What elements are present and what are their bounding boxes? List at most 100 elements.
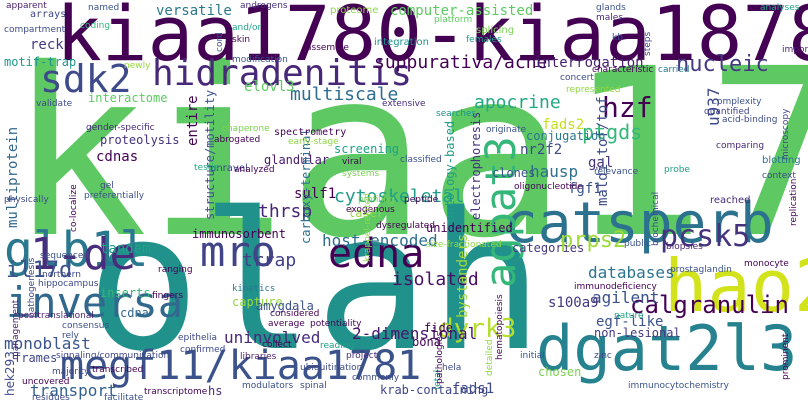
word: fingers — [152, 291, 184, 301]
word: coding — [80, 21, 111, 31]
word: hausp — [530, 162, 579, 181]
word: uncovered — [22, 377, 70, 387]
word: trrap — [242, 250, 297, 271]
word: glands — [596, 3, 626, 13]
word: hippocampus — [38, 279, 99, 289]
word: kb — [612, 33, 623, 43]
word: prps2 — [560, 228, 627, 253]
word: epithelia — [178, 333, 218, 343]
word: skin — [232, 35, 251, 45]
word: multiscale — [290, 84, 399, 105]
word: concert — [560, 73, 594, 83]
word: multiprotein — [5, 126, 21, 228]
word: size-fractionated — [426, 240, 502, 250]
word: transport — [30, 381, 117, 400]
word: posttranslational — [18, 311, 94, 321]
word: oligonucleotide — [514, 182, 583, 192]
word: signaling/communication — [56, 351, 170, 361]
word: edna — [328, 231, 425, 277]
word: cdnas — [96, 149, 139, 165]
word: potentiality — [310, 319, 362, 329]
word: cytoskeletal — [334, 186, 465, 207]
word: biopsies — [666, 242, 703, 252]
word: kiaa1780-kiaa1878 — [56, 0, 808, 78]
word: systems — [342, 169, 380, 179]
word: 2-dimensional — [352, 324, 478, 343]
word: monocyte — [744, 259, 789, 269]
word: inversa — [6, 278, 184, 327]
word: testis — [194, 163, 219, 173]
word: profiling — [358, 195, 395, 205]
word: public — [624, 239, 652, 249]
word: nature — [614, 311, 644, 321]
word: spectrometry — [274, 127, 347, 138]
word: amygdala — [256, 299, 314, 313]
word: prominent — [781, 333, 791, 380]
word: glb1l — [4, 222, 149, 278]
word: residues — [32, 393, 70, 403]
word: prostaglandin — [670, 265, 732, 275]
word: immunodeficiency — [574, 282, 657, 292]
word: gender-specific — [86, 123, 155, 133]
word: preferentially — [84, 191, 145, 201]
word: co-localize — [69, 184, 79, 232]
word: apocrine — [474, 92, 561, 113]
word: modification — [232, 55, 288, 65]
word: originate — [486, 125, 527, 135]
word: complexity — [712, 97, 762, 107]
word: fads1 — [452, 381, 495, 397]
word: facilitate — [104, 393, 144, 403]
word: maldi-tof/tof — [595, 96, 611, 206]
word: searches — [436, 109, 477, 119]
word: computer-assisted — [390, 3, 534, 19]
word: splicing — [476, 25, 515, 36]
word: classified — [400, 155, 442, 165]
word: blotting — [762, 155, 801, 166]
word: early-stage — [288, 137, 339, 147]
word: non-lesional — [594, 326, 681, 340]
word: zinc — [594, 351, 612, 361]
word: fgf1 — [568, 181, 602, 197]
word: kiaa1776 — [8, 19, 808, 289]
word: majority — [52, 367, 90, 377]
word: agpat3 — [476, 136, 525, 288]
word: reached — [710, 195, 751, 206]
word: biochemical — [651, 191, 661, 246]
word: transcriptome — [144, 387, 208, 397]
word: electrophoresis — [469, 111, 483, 220]
word: ptgds — [582, 120, 643, 144]
word: capture — [232, 295, 283, 309]
word: ontology-based — [443, 120, 457, 222]
word: average — [268, 319, 305, 329]
word: dyrk3 — [438, 314, 517, 344]
word: collect — [262, 340, 292, 350]
word: context — [762, 171, 796, 181]
word: modulators — [242, 381, 294, 391]
word: quantified — [704, 107, 750, 117]
word: agilent — [592, 288, 660, 307]
word: assemble — [306, 43, 349, 53]
word: project — [346, 351, 378, 361]
word: krappel-related — [363, 193, 373, 262]
word: monoblast — [4, 334, 91, 353]
word: dgat2l3 — [536, 312, 798, 385]
word: frames — [14, 351, 58, 365]
word: pcsk5 — [660, 219, 751, 254]
word: pathogenesis — [27, 257, 37, 318]
word: libraries — [240, 352, 277, 362]
word: dysregulated — [376, 221, 435, 231]
word: extensive — [382, 99, 426, 109]
word: confirmed — [180, 345, 226, 355]
word: glandular — [264, 153, 330, 167]
word: motif-trap — [4, 55, 77, 69]
word: probe — [664, 165, 690, 175]
word: comparing — [716, 141, 765, 151]
word: databases — [588, 263, 675, 282]
word: isolated — [392, 269, 479, 290]
word: peptide — [404, 195, 439, 205]
word: ranging — [158, 265, 193, 275]
word: structure/motility — [203, 89, 217, 220]
word: named — [88, 3, 120, 13]
word: chaperone — [222, 124, 270, 134]
